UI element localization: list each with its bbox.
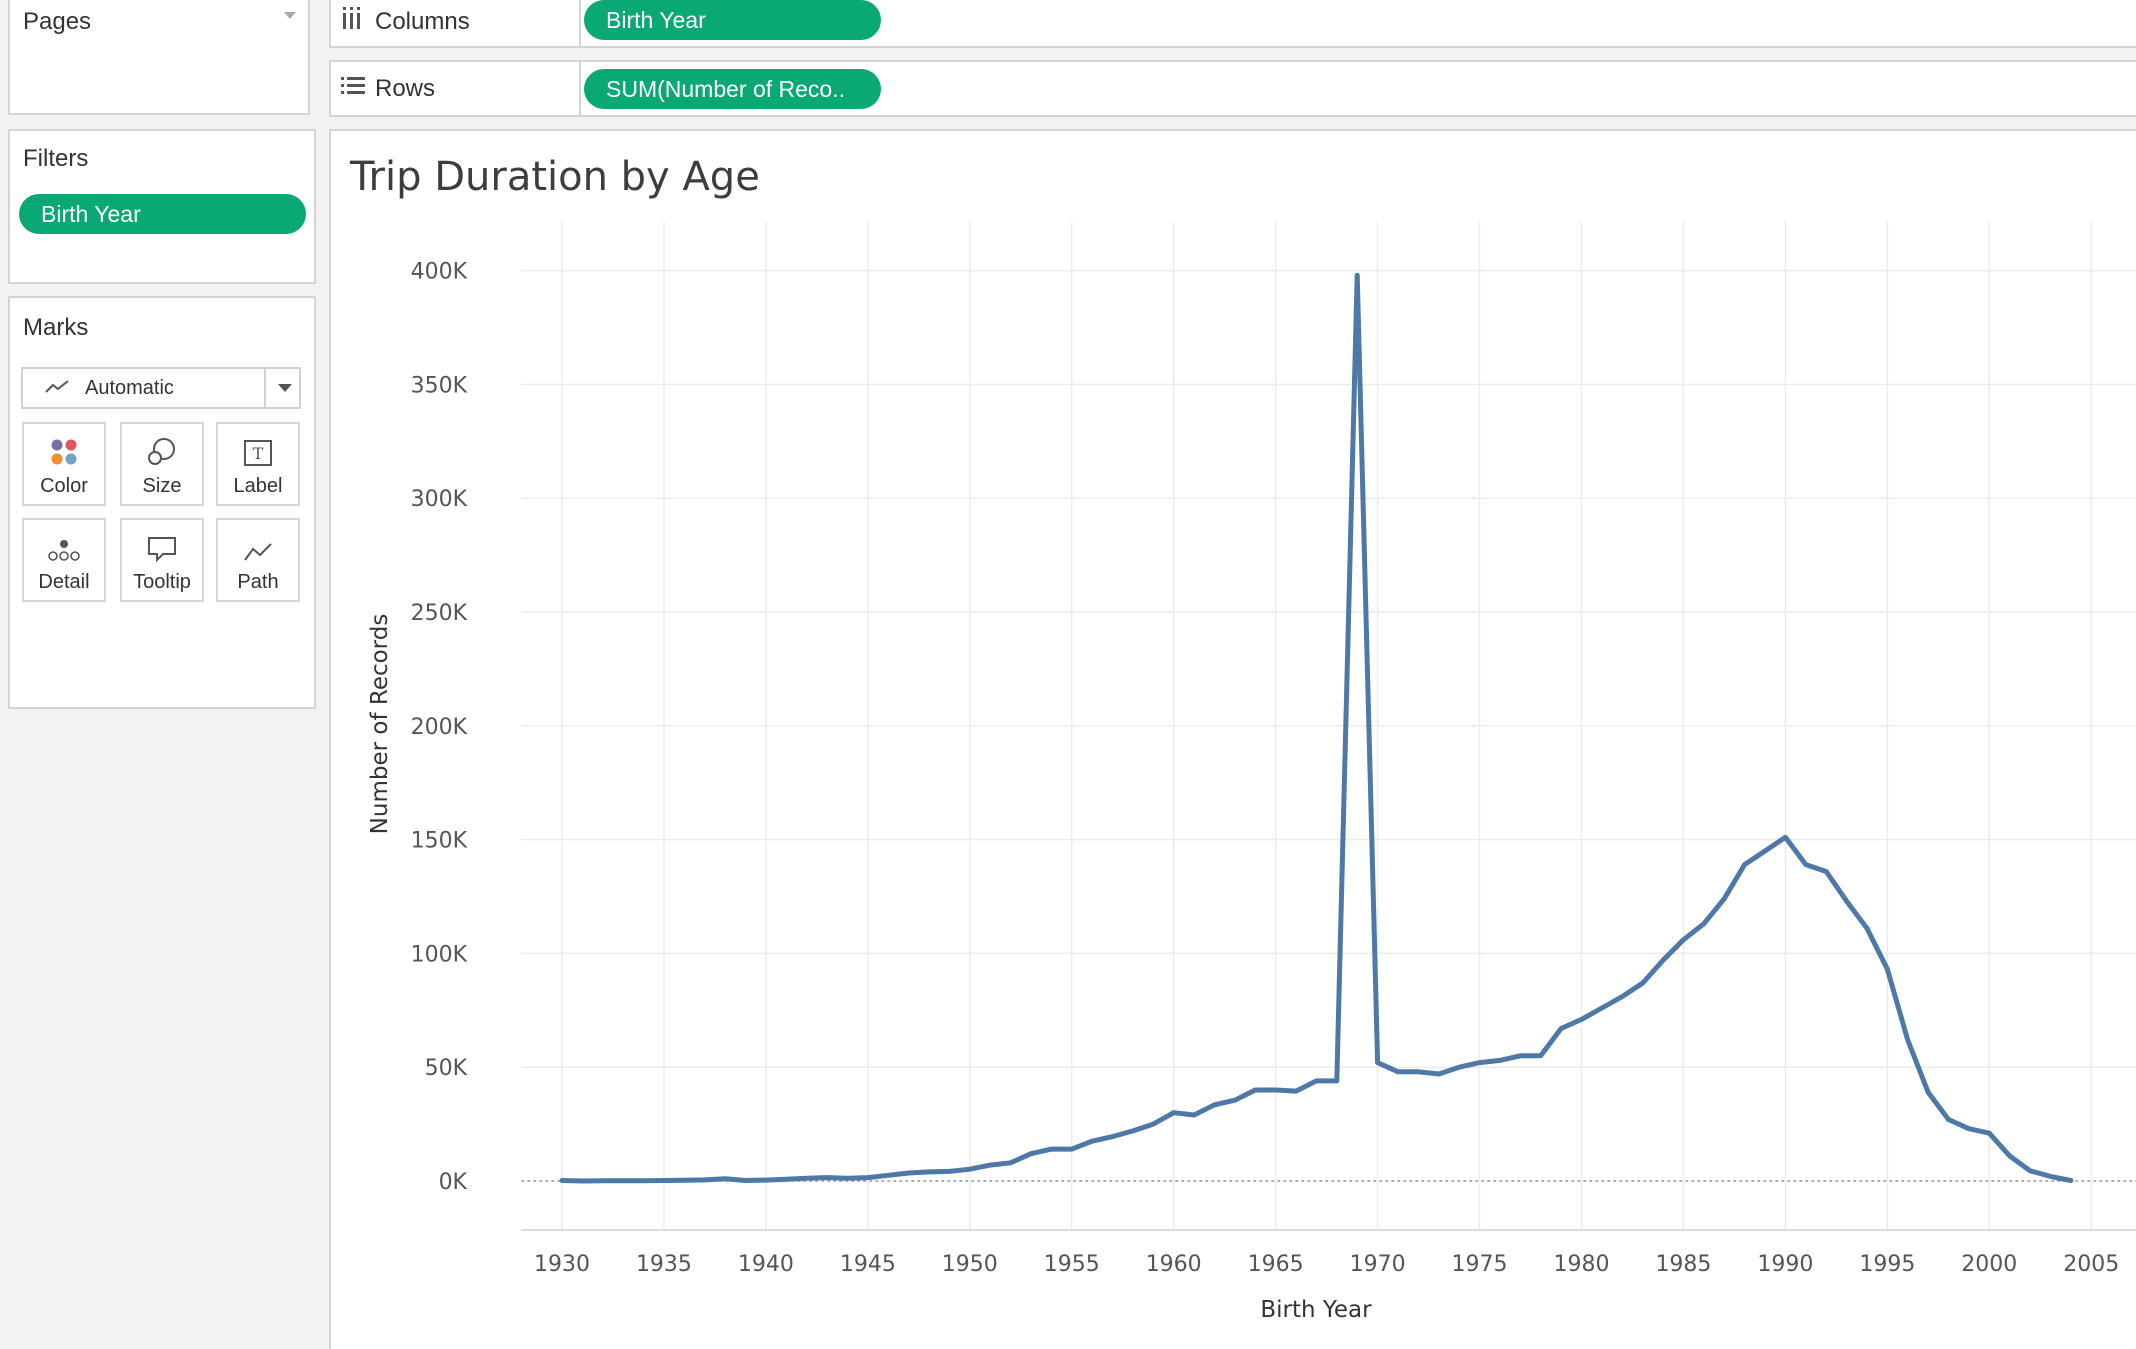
marks-path-button[interactable]: Path <box>216 518 300 602</box>
marks-color-button[interactable]: Color <box>22 422 106 506</box>
filters-panel: Filters Birth Year <box>8 129 316 284</box>
pages-title: Pages <box>23 8 92 35</box>
columns-shelf-label: Columns <box>331 0 581 46</box>
columns-shelf[interactable]: Columns Birth Year <box>329 0 2136 48</box>
detail-icon <box>48 540 80 561</box>
marks-size-label: Size <box>142 475 182 497</box>
marks-color-label: Color <box>40 475 88 497</box>
marks-title: Marks <box>23 314 89 341</box>
marks-label-label: Label <box>233 475 283 497</box>
rows-shelf-label: Rows <box>331 62 581 115</box>
rows-shelf[interactable]: Rows SUM(Number of Reco.. <box>329 60 2136 117</box>
marks-tooltip-button[interactable]: Tooltip <box>120 518 204 602</box>
chevron-down-icon[interactable] <box>278 384 292 392</box>
filters-title: Filters <box>23 145 89 172</box>
label-icon: T <box>244 440 272 466</box>
rows-label: Rows <box>375 74 436 102</box>
marks-detail-button[interactable]: Detail <box>22 518 106 602</box>
chart-title: Trip Duration by Age <box>350 154 760 200</box>
marks-detail-label: Detail <box>38 571 90 593</box>
svg-text:T: T <box>253 444 264 463</box>
columns-pill-birth-year[interactable]: Birth Year <box>584 0 881 40</box>
filter-pill-birth-year[interactable]: Birth Year <box>19 194 306 234</box>
rows-pill-sum-records[interactable]: SUM(Number of Reco.. <box>584 69 881 109</box>
tooltip-icon <box>148 537 176 563</box>
mark-type-label: Automatic <box>85 376 174 399</box>
view-canvas <box>329 129 2136 1349</box>
marks-path-label: Path <box>237 571 279 593</box>
columns-icon <box>341 7 375 36</box>
line-mark-icon <box>45 377 81 400</box>
dropdown-divider <box>264 369 266 407</box>
pages-dropdown-icon[interactable] <box>284 12 296 19</box>
pages-panel[interactable]: Pages <box>8 0 310 115</box>
marks-size-button[interactable]: Size <box>120 422 204 506</box>
color-icon <box>51 439 77 465</box>
path-icon <box>244 543 272 561</box>
size-icon <box>148 438 175 465</box>
rows-icon <box>341 75 375 103</box>
marks-tooltip-label: Tooltip <box>133 571 191 593</box>
mark-type-dropdown[interactable]: Automatic <box>21 367 301 409</box>
marks-label-button[interactable]: T Label <box>216 422 300 506</box>
columns-label: Columns <box>375 7 470 35</box>
